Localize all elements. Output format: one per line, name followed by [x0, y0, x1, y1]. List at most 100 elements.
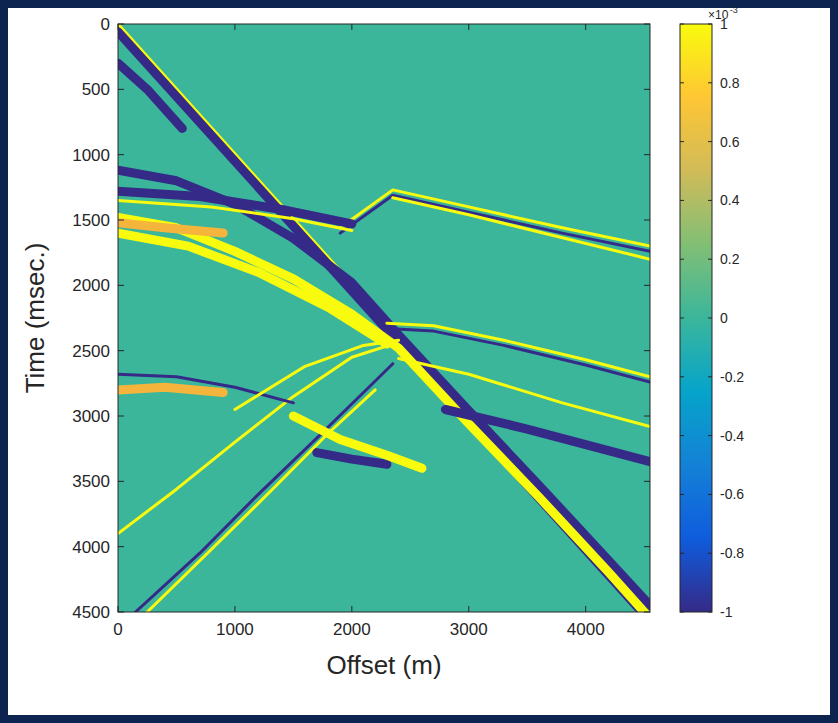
x-tick — [118, 24, 119, 30]
y-tick — [118, 546, 124, 547]
x-tick — [468, 24, 469, 30]
seismic-event — [445, 410, 650, 462]
colorbar-tick — [708, 200, 712, 201]
events — [118, 24, 650, 612]
y-tick — [644, 416, 650, 417]
seismic-event — [118, 63, 182, 128]
y-tick-label: 2000 — [72, 276, 110, 295]
colorbar-tick — [708, 82, 712, 83]
seismic-event — [399, 359, 650, 427]
y-tick — [118, 154, 124, 155]
colorbar-tick-label: -1 — [720, 604, 733, 620]
seismic-event — [387, 329, 650, 383]
colorbar-tick — [680, 141, 684, 142]
colorbar-tick — [680, 376, 684, 377]
x-tick — [234, 606, 235, 612]
y-tick-label: 1000 — [72, 146, 110, 165]
colorbar-tick — [708, 435, 712, 436]
y-tick-label: 1500 — [72, 211, 110, 230]
colorbar-tick-label: 0 — [720, 310, 728, 326]
colorbar-tick-label: 0.2 — [720, 251, 740, 267]
colorbar-tick — [680, 612, 684, 613]
colorbar-tick — [680, 435, 684, 436]
y-tick — [644, 285, 650, 286]
colorbar — [680, 24, 712, 612]
colorbar-tick-label: -0.6 — [720, 486, 744, 502]
y-tick — [644, 481, 650, 482]
colorbar-multiplier: ×10 — [708, 8, 729, 22]
y-tick — [644, 546, 650, 547]
seismic-event — [293, 416, 422, 468]
colorbar-tick — [680, 82, 684, 83]
seismic-event — [118, 233, 387, 344]
x-tick — [468, 606, 469, 612]
y-tick — [644, 220, 650, 221]
y-tick-label: 3000 — [72, 407, 110, 426]
colorbar-tick-label: -0.8 — [720, 545, 744, 561]
x-tick-label: 1000 — [216, 620, 254, 639]
axes-frame — [118, 24, 650, 612]
y-tick — [644, 89, 650, 90]
colorbar-tick — [680, 24, 684, 25]
colorbar-tick-label: 0.4 — [720, 192, 740, 208]
colorbar-tick-label: 0.8 — [720, 75, 740, 91]
colorbar-tick — [708, 318, 712, 319]
seismic-event — [118, 191, 352, 224]
seismic-event — [118, 223, 223, 234]
y-tick — [118, 24, 124, 25]
x-tick — [351, 24, 352, 30]
y-tick — [118, 350, 124, 351]
y-tick-label: 0 — [101, 15, 110, 34]
figure: 0 1000 2000 3000 4000 0 500 1000 1500 2000 2500 300… — [0, 0, 838, 723]
y-tick — [644, 154, 650, 155]
y-axis-title: Time (msec.) — [20, 243, 50, 394]
y-tick — [118, 416, 124, 417]
y-tick-label: 500 — [82, 80, 110, 99]
y-tick — [118, 285, 124, 286]
colorbar-tick — [708, 553, 712, 554]
y-tick — [118, 481, 124, 482]
colorbar-tick — [708, 141, 712, 142]
x-tick — [351, 606, 352, 612]
x-tick-label: 0 — [113, 620, 122, 639]
colorbar-tick — [708, 494, 712, 495]
colorbar-tick — [680, 494, 684, 495]
x-tick — [118, 606, 119, 612]
seismic-event — [136, 364, 393, 612]
plot-area — [118, 24, 650, 612]
frame-background — [0, 0, 838, 723]
y-tick — [644, 24, 650, 25]
colorbar-tick — [708, 612, 712, 613]
colorbar-tick — [680, 259, 684, 260]
x-tick — [585, 606, 586, 612]
colorbar-tick-label: -0.2 — [720, 369, 744, 385]
y-tick — [118, 612, 124, 613]
figure-background — [8, 8, 830, 715]
x-tick — [234, 24, 235, 30]
colorbar-tick-label: -0.4 — [720, 428, 744, 444]
x-tick — [585, 24, 586, 30]
colorbar-tick — [708, 259, 712, 260]
seismic-event — [118, 387, 223, 392]
colorbar-tick — [680, 200, 684, 201]
seismic-event — [118, 217, 644, 612]
colorbar-tick — [708, 24, 712, 25]
seismic-event — [147, 390, 375, 612]
x-tick-label: 4000 — [567, 620, 605, 639]
colorbar-tick — [680, 318, 684, 319]
seismic-event — [235, 340, 399, 409]
colorbar-exponent: -3 — [730, 5, 738, 15]
colorbar-tick-label: 0.6 — [720, 134, 740, 150]
seismic-event — [393, 198, 650, 259]
x-axis-title: Offset (m) — [326, 650, 441, 680]
x-tick-label: 3000 — [450, 620, 488, 639]
colorbar-tick — [708, 376, 712, 377]
y-tick-label: 3500 — [72, 472, 110, 491]
y-tick — [644, 350, 650, 351]
y-tick-label: 2500 — [72, 342, 110, 361]
colorbar-tick — [680, 553, 684, 554]
seismic-event — [340, 195, 650, 251]
x-tick-label: 2000 — [333, 620, 371, 639]
y-tick — [118, 89, 124, 90]
y-tick — [644, 612, 650, 613]
